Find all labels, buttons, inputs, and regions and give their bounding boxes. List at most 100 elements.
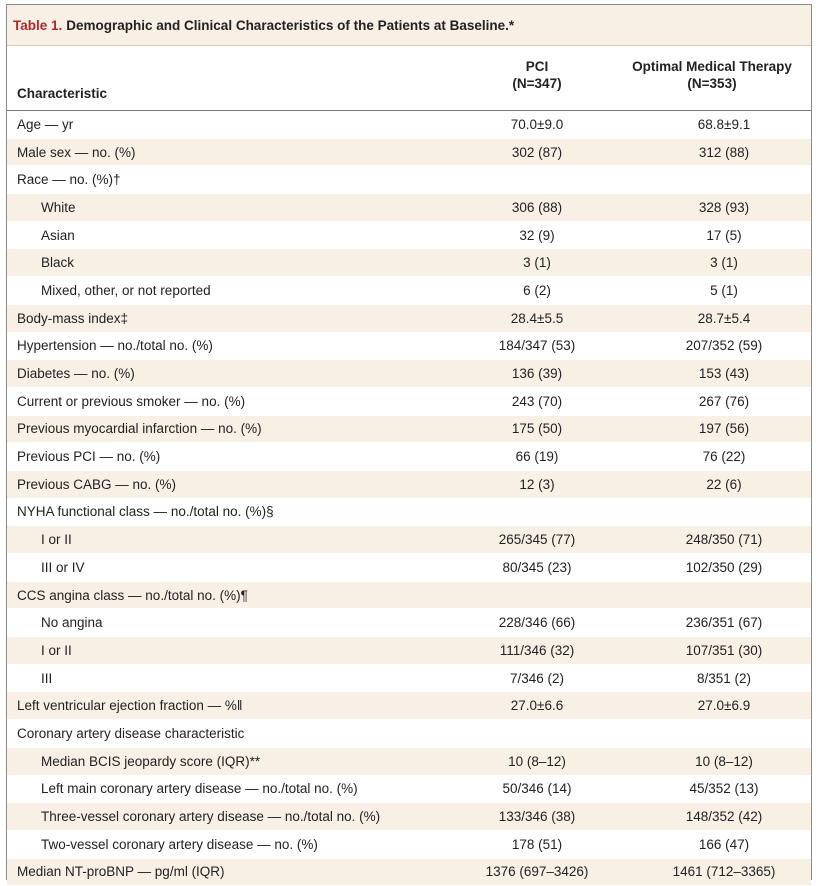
table-row: Mixed, other, or not reported 6 (2) 5 (1) (7, 277, 811, 305)
header-pci: PCI (N=347) (437, 58, 637, 92)
table-title-bar: Table 1. Demographic and Clinical Charac… (7, 5, 811, 46)
table-row: Hypertension — no./total no. (%) 184/347 … (7, 333, 811, 361)
row-label: III (41, 670, 53, 686)
pci-value: 243 (70) (511, 393, 563, 409)
pci-value: 306 (88) (511, 199, 563, 215)
table-row: Left ventricular ejection fraction — %‖ 2… (7, 692, 811, 721)
omt-value: 153 (43) (698, 366, 750, 382)
table-row: Asian 32 (9) 17 (5) (7, 222, 811, 250)
row-label: No angina (41, 615, 103, 631)
row-label: Three-vessel coronary artery disease — n… (41, 809, 381, 825)
row-label: Left main coronary artery disease — no./… (41, 781, 358, 797)
pci-value: 50/346 (14) (502, 781, 572, 797)
pci-value: 136 (39) (511, 366, 563, 382)
pci-value: 27.0±6.6 (510, 698, 564, 714)
table-row: Previous myocardial infarction — no. (%)… (7, 415, 811, 444)
omt-value: 312 (88) (698, 144, 750, 160)
row-label: Mixed, other, or not reported (41, 282, 211, 298)
pci-value: 12 (3) (519, 476, 555, 492)
table-row: Current or previous smoker — no. (%) 243 … (7, 388, 811, 416)
pci-value: 6 (2) (523, 282, 551, 298)
row-label: Age — yr (17, 116, 74, 132)
row-label: Previous PCI — no. (%) (17, 449, 161, 465)
table-row: Three-vessel coronary artery disease — n… (7, 803, 811, 831)
pci-value: 70.0±9.0 (510, 116, 564, 132)
table-header: Characteristic PCI (N=347) Optimal Medic… (7, 46, 811, 111)
row-label: CCS angina class — no./total no. (%)¶ (17, 587, 248, 603)
pci-value: 175 (50) (511, 421, 563, 437)
omt-value: 17 (5) (706, 227, 742, 243)
table-row: III 7/346 (2) 8/351 (2) (7, 665, 811, 693)
table-row: CCS angina class — no./total no. (%)¶ (7, 581, 811, 610)
omt-value: 27.0±6.9 (697, 698, 751, 714)
header-omt-n: (N=353) (687, 76, 737, 91)
omt-value: 148/352 (42) (685, 809, 763, 825)
row-label: Previous myocardial infarction — no. (%) (17, 421, 262, 437)
omt-value: 5 (1) (710, 282, 738, 298)
table-row: Black 3 (1) 3 (1) (7, 249, 811, 278)
omt-value: 267 (76) (698, 393, 750, 409)
header-pci-name: PCI (525, 59, 549, 74)
pci-value: 32 (9) (519, 227, 555, 243)
row-label: Two-vessel coronary artery disease — no.… (41, 836, 318, 852)
omt-value: 3 (1) (710, 255, 738, 271)
header-pci-n: (N=347) (512, 76, 562, 91)
omt-value: 328 (93) (698, 199, 750, 215)
table-row: Median NT-proBNP — pg/ml (IQR) 1376 (697–… (7, 858, 811, 886)
table-row: III or IV 80/345 (23) 102/350 (29) (7, 554, 811, 582)
pci-value: 80/345 (23) (502, 559, 572, 575)
pci-value: 66 (19) (515, 449, 559, 465)
row-label: Male sex — no. (%) (17, 144, 136, 160)
table-number: Table 1. (13, 17, 63, 33)
omt-value: 207/352 (59) (685, 338, 763, 354)
table-row: NYHA functional class — no./total no. (%… (7, 499, 811, 527)
table-row: Body-mass index‡ 28.4±5.5 28.7±5.4 (7, 304, 811, 333)
table-row: I or II 111/346 (32) 107/351 (30) (7, 637, 811, 665)
omt-value: 10 (8–12) (695, 753, 753, 769)
header-omt: Optimal Medical Therapy (N=353) (617, 58, 807, 92)
omt-value: 102/350 (29) (685, 559, 763, 575)
table-row: No angina 228/346 (66) 236/351 (67) (7, 609, 811, 638)
omt-value: 45/352 (13) (689, 781, 759, 797)
pci-value: 265/345 (77) (498, 532, 576, 548)
omt-value: 28.7±5.4 (697, 310, 751, 326)
row-label: I or II (41, 642, 72, 658)
row-label: I or II (41, 532, 72, 548)
row-label: Median NT-proBNP — pg/ml (IQR) (17, 864, 225, 880)
table-title: Demographic and Clinical Characteristics… (66, 17, 515, 33)
row-label: Median BCIS jeopardy score (IQR)** (41, 753, 261, 769)
table-row: Previous CABG — no. (%) 12 (3) 22 (6) (7, 470, 811, 499)
omt-value: 68.8±9.1 (697, 116, 751, 132)
table-row: White 306 (88) 328 (93) (7, 194, 811, 222)
row-label: NYHA functional class — no./total no. (%… (17, 504, 274, 520)
pci-value: 184/347 (53) (498, 338, 576, 354)
row-label: Body-mass index‡ (17, 310, 129, 326)
omt-value: 107/351 (30) (685, 642, 763, 658)
table-row: Diabetes — no. (%) 136 (39) 153 (43) (7, 360, 811, 388)
table-row: Age — yr 70.0±9.0 68.8±9.1 (7, 111, 811, 139)
pci-value: 178 (51) (511, 836, 563, 852)
table-row: Race — no. (%)† (7, 166, 811, 195)
row-label: Left ventricular ejection fraction — %‖ (17, 698, 243, 714)
omt-value: 248/350 (71) (685, 532, 763, 548)
header-omt-name: Optimal Medical Therapy (632, 59, 792, 74)
table-row: Two-vessel coronary artery disease — no.… (7, 831, 811, 859)
pci-value: 133/346 (38) (498, 809, 576, 825)
table-row: Previous PCI — no. (%) 66 (19) 76 (22) (7, 443, 811, 471)
table-row: Male sex — no. (%) 302 (87) 312 (88) (7, 138, 811, 167)
table-row: Median BCIS jeopardy score (IQR)** 10 (8–… (7, 747, 811, 776)
table-row: Coronary artery disease characteristic (7, 720, 811, 748)
pci-value: 3 (1) (523, 255, 551, 271)
omt-value: 1461 (712–3365) (672, 864, 776, 880)
pci-value: 28.4±5.5 (510, 310, 564, 326)
omt-value: 76 (22) (702, 449, 746, 465)
table-body: Age — yr 70.0±9.0 68.8±9.1 Male sex — no. (… (7, 111, 811, 886)
table-frame: Table 1. Demographic and Clinical Charac… (6, 4, 812, 886)
row-label: Hypertension — no./total no. (%) (17, 338, 213, 354)
row-label: Race — no. (%)† (17, 172, 121, 188)
pci-value: 10 (8–12) (508, 753, 566, 769)
row-label: III or IV (41, 559, 85, 575)
omt-value: 236/351 (67) (685, 615, 763, 631)
omt-value: 166 (47) (698, 836, 750, 852)
row-label: Coronary artery disease characteristic (17, 725, 245, 741)
